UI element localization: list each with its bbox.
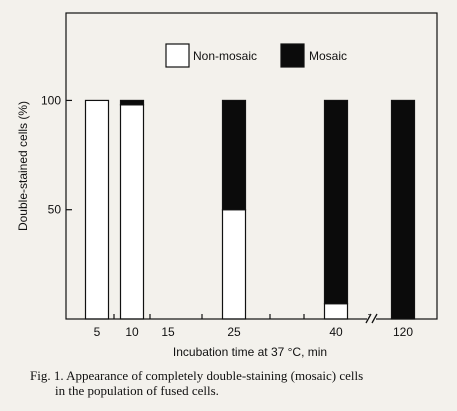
legend: Non-mosaic Mosaic bbox=[165, 43, 347, 68]
x-axis-label: Incubation time at 37 °C, min bbox=[173, 345, 327, 359]
bar-non-mosaic-25 bbox=[221, 209, 247, 320]
caption-line-1: Fig. 1. Appearance of completely double-… bbox=[30, 368, 364, 383]
x-tick-label-25: 25 bbox=[227, 325, 241, 339]
y-axis-label: Double-stained cells (%) bbox=[16, 101, 30, 231]
x-tick-label-15: 15 bbox=[161, 325, 175, 339]
x-tick-label-40: 40 bbox=[329, 325, 343, 339]
bar-non-mosaic-10 bbox=[119, 104, 145, 320]
legend-swatch-mosaic bbox=[280, 43, 305, 68]
y-axis-ticks: 50 100 bbox=[41, 93, 72, 217]
axis-break-marker bbox=[365, 313, 378, 324]
bars-group bbox=[84, 99, 416, 320]
caption-line-2: in the population of fused cells. bbox=[55, 383, 219, 398]
axis-break-slash-1 bbox=[365, 313, 372, 324]
x-tick-label-10: 10 bbox=[125, 325, 139, 339]
bar-mosaic-25 bbox=[221, 99, 247, 211]
y-tick-label-100: 100 bbox=[41, 93, 61, 107]
plot-frame bbox=[65, 12, 438, 320]
x-tick-label-120: 120 bbox=[393, 325, 413, 339]
figure-caption: Fig. 1. Appearance of completely double-… bbox=[30, 368, 440, 398]
bar-mosaic-40 bbox=[323, 99, 349, 305]
legend-label-non-mosaic: Non-mosaic bbox=[193, 49, 257, 63]
y-tick-label-50: 50 bbox=[48, 203, 62, 217]
legend-swatch-non-mosaic bbox=[165, 43, 190, 68]
bar-mosaic-120 bbox=[390, 99, 416, 320]
axis-break-gap bbox=[367, 315, 376, 323]
bar-non-mosaic-5 bbox=[84, 99, 110, 320]
axis-break-slash-2 bbox=[371, 313, 378, 324]
x-axis-ticks: 5 10 15 25 40 120 bbox=[94, 314, 413, 339]
bar-non-mosaic-40 bbox=[323, 303, 349, 320]
x-tick-label-5: 5 bbox=[94, 325, 101, 339]
legend-label-mosaic: Mosaic bbox=[309, 49, 347, 63]
bar-mosaic-10 bbox=[119, 99, 145, 106]
